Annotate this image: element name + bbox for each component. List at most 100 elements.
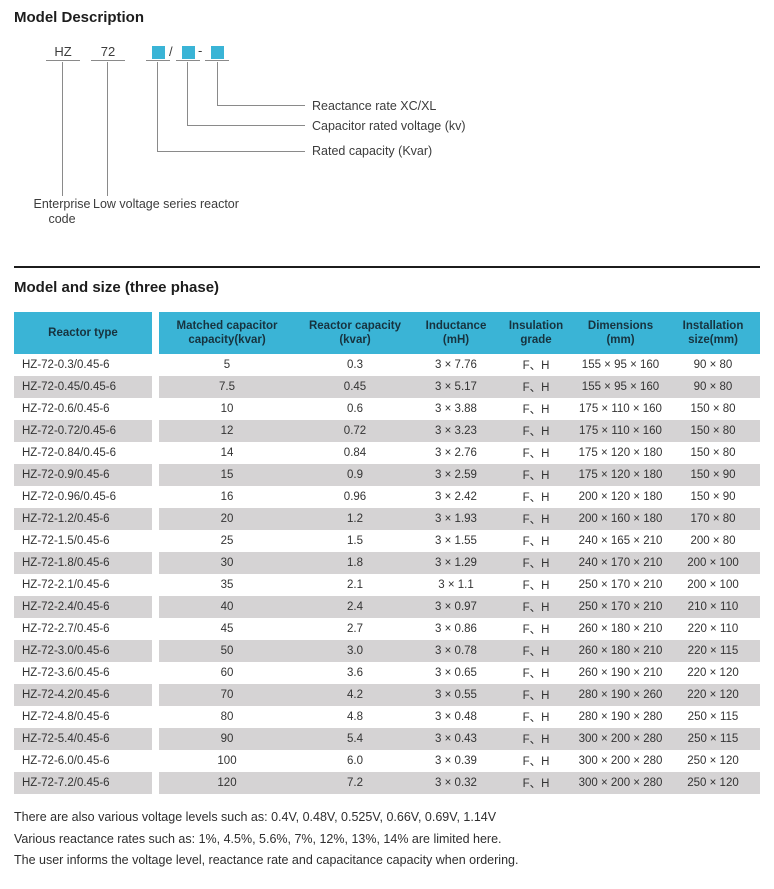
table-cell: 0.96 <box>343 491 367 503</box>
table-cell: 15 <box>159 464 295 486</box>
table-cell: 4.8 <box>347 711 363 723</box>
table-row: HZ-72-0.6/0.45-6 10 0.6 3 × 3.88 F、H 175 × 11… <box>14 398 760 420</box>
table-cell: 14 <box>220 447 234 459</box>
table-cell: 3 × 2.42 <box>435 491 477 503</box>
table-cell: HZ-72-1.8/0.45-6 <box>14 552 159 574</box>
table-cell: 175 × 110 × 160 <box>579 403 662 415</box>
table-cell: 1.5 <box>347 535 363 547</box>
table-cell: 3 × 0.32 <box>415 772 497 794</box>
table-row: HZ-72-3.0/0.45-6 50 3.0 3 × 0.78 F、H 260 × 18… <box>14 640 760 662</box>
connector-hline-capacity <box>157 151 305 152</box>
table-cell: 10 <box>220 403 234 415</box>
column-header-3: Inductance (mH) <box>415 312 497 354</box>
table-cell: 250 × 170 × 210 <box>578 579 663 591</box>
table-cell: 200 × 100 <box>687 579 739 591</box>
table-cell: 0.84 <box>343 447 367 459</box>
table-cell: 200 × 120 × 180 <box>578 491 663 503</box>
table-row: HZ-72-1.5/0.45-6 25 1.5 3 × 1.55 F、H 240 × 16… <box>14 530 760 552</box>
table-row: HZ-72-0.45/0.45-6 7.5 0.45 3 × 5.17 F、H 155 ×… <box>14 376 760 398</box>
table-cell: 0.3 <box>347 359 363 371</box>
table-cell: 3 × 1.1 <box>438 579 474 591</box>
table-cell: F、H <box>522 536 550 548</box>
table-cell: F、H <box>497 684 575 706</box>
table-cell: 16 <box>220 491 234 503</box>
table-cell: HZ-72-5.4/0.45-6 <box>14 728 159 750</box>
table-cell: 7.5 <box>159 376 295 398</box>
column-header-5: Dimensions (mm) <box>575 312 666 354</box>
table-cell: 250 × 115 <box>687 711 739 723</box>
table-cell: 3 × 1.93 <box>415 508 497 530</box>
table-cell: 175 × 120 × 180 <box>575 464 666 486</box>
table-cell: 100 <box>217 755 237 767</box>
model-size-table: Reactor type Matched capacitor capacity(k… <box>14 312 760 794</box>
column-header-0: Reactor type <box>14 312 159 354</box>
section-divider <box>14 266 760 268</box>
table-cell: HZ-72-0.9/0.45-6 <box>14 464 159 486</box>
table-cell: 3 × 0.39 <box>435 755 477 767</box>
code-placeholder-voltage <box>176 44 200 61</box>
table-cell: 3 × 0.43 <box>415 728 497 750</box>
table-cell: HZ-72-3.6/0.45-6 <box>14 662 159 684</box>
table-row: HZ-72-0.72/0.45-6 12 0.72 3 × 3.23 F、H 175 × … <box>14 420 760 442</box>
table-cell: F、H <box>497 596 575 618</box>
table-cell: 210 × 110 <box>666 596 760 618</box>
table-cell: 1.8 <box>295 552 415 574</box>
table-cell: 220 × 120 <box>687 667 739 679</box>
table-cell: F、H <box>522 360 550 372</box>
table-cell: F、H <box>497 728 575 750</box>
table-cell: HZ-72-1.5/0.45-6 <box>14 530 159 552</box>
table-cell: 3 × 0.86 <box>435 623 477 635</box>
table-cell: HZ-72-7.2/0.45-6 <box>14 772 159 794</box>
table-cell: F、H <box>497 552 575 574</box>
table-cell: HZ-72-0.84/0.45-6 <box>14 442 159 464</box>
table-cell: 3 × 7.76 <box>435 359 477 371</box>
table-row: HZ-72-0.9/0.45-6 15 0.9 3 × 2.59 F、H 175 × 12… <box>14 464 760 486</box>
table-cell: 3 × 0.97 <box>415 596 497 618</box>
table-cell: HZ-72-3.0/0.45-6 <box>14 640 159 662</box>
table-cell: HZ-72-2.7/0.45-6 <box>14 618 159 640</box>
table-row: HZ-72-2.4/0.45-6 40 2.4 3 × 0.97 F、H 250 × 17… <box>14 596 760 618</box>
table-cell: 90 × 80 <box>693 359 733 371</box>
label-low-voltage-series-reactor: Low voltage series reactor <box>93 197 239 211</box>
label-enterprise-code: Enterprise code <box>33 197 91 226</box>
table-cell: HZ-72-2.4/0.45-6 <box>14 596 159 618</box>
callout-capacitor-voltage: Capacitor rated voltage (kv) <box>312 119 466 133</box>
table-cell: 3 × 5.17 <box>415 376 497 398</box>
table-cell: 5.4 <box>295 728 415 750</box>
table-cell: 150 × 90 <box>690 491 736 503</box>
table-cell: 0.9 <box>295 464 415 486</box>
table-cell: 260 × 180 × 210 <box>575 640 666 662</box>
model-size-title: Model and size (three phase) <box>14 279 220 296</box>
column-header-2: Reactor capacity (kvar) <box>295 312 415 354</box>
table-cell: F、H <box>522 668 550 680</box>
table-cell: 50 <box>159 640 295 662</box>
table-cell: HZ-72-0.3/0.45-6 <box>14 354 159 376</box>
table-cell: 7.2 <box>295 772 415 794</box>
table-cell: 90 <box>159 728 295 750</box>
table-cell: F、H <box>522 580 550 592</box>
table-cell: 3 × 3.88 <box>435 403 477 415</box>
table-cell: F、H <box>497 640 575 662</box>
table-cell: 3 × 0.48 <box>435 711 477 723</box>
table-row: HZ-72-4.2/0.45-6 70 4.2 3 × 0.55 F、H 280 × 19… <box>14 684 760 706</box>
table-cell: 250 × 170 × 210 <box>575 596 666 618</box>
table-header-row: Reactor type Matched capacitor capacity(k… <box>14 312 760 354</box>
table-cell: F、H <box>497 376 575 398</box>
table-cell: HZ-72-1.2/0.45-6 <box>14 508 159 530</box>
table-row: HZ-72-0.96/0.45-6 16 0.96 3 × 2.42 F、H 200 × … <box>14 486 760 508</box>
column-header-1: Matched capacitor capacity(kvar) <box>159 312 295 354</box>
table-cell: 80 <box>220 711 234 723</box>
table-header: Reactor type Matched capacitor capacity(k… <box>14 312 760 354</box>
connector-hline-reactance <box>217 105 305 106</box>
table-cell: F、H <box>522 404 550 416</box>
note-ordering-info: The user informs the voltage level, reac… <box>14 853 519 867</box>
table-cell: 150 × 90 <box>666 464 760 486</box>
table-cell: 3 × 0.55 <box>415 684 497 706</box>
code-slash: / <box>169 44 173 59</box>
table-cell: 90 × 80 <box>666 376 760 398</box>
callout-rated-capacity: Rated capacity (Kvar) <box>312 144 433 158</box>
table-cell: 300 × 200 × 280 <box>578 755 663 767</box>
code-part-enterprise: HZ <box>46 44 80 61</box>
table-cell: 260 × 190 × 210 <box>578 667 663 679</box>
table-cell: 150 × 80 <box>690 447 736 459</box>
